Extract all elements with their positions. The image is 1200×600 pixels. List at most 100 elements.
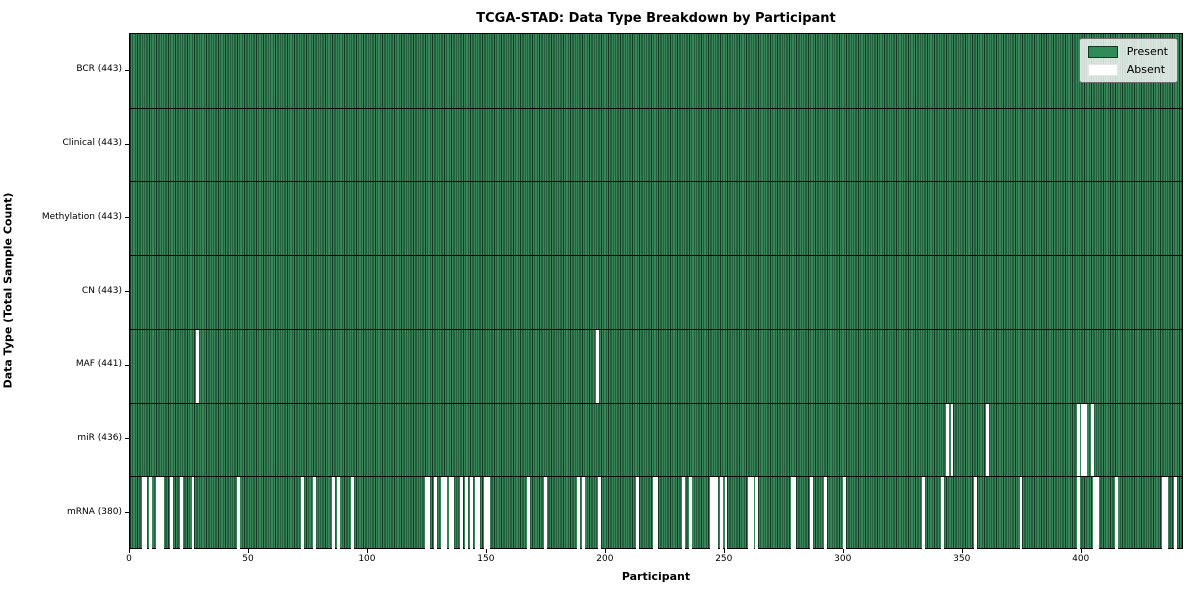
- absent-stripe: [1090, 403, 1094, 477]
- y-tick-label: CN (443): [81, 285, 122, 296]
- absent-stripe: [336, 477, 340, 550]
- absent-stripe: [1081, 403, 1085, 477]
- absent-stripe: [748, 477, 752, 550]
- absent-stripe: [424, 477, 428, 550]
- absent-stripe: [350, 477, 354, 550]
- legend-item-absent: Absent: [1087, 63, 1168, 76]
- y-tick-label: mRNA (380): [67, 506, 122, 517]
- y-tick-mark: [125, 217, 129, 219]
- absent-swatch: [1087, 63, 1118, 76]
- absent-stripe: [688, 477, 692, 550]
- absent-stripe: [443, 477, 447, 550]
- absent-stripe: [945, 403, 949, 477]
- absent-stripe: [636, 477, 640, 550]
- absent-stripe: [465, 477, 469, 550]
- absent-stripe: [655, 477, 659, 550]
- y-tick-mark: [125, 143, 129, 145]
- x-tick-mark: [842, 549, 844, 553]
- x-tick-label: 150: [477, 554, 495, 564]
- y-tick-mark: [125, 438, 129, 440]
- legend-label-present: Present: [1126, 45, 1168, 58]
- absent-stripe: [719, 477, 723, 550]
- absent-stripe: [441, 477, 445, 550]
- y-tick-label: BCR (443): [76, 64, 122, 75]
- absent-stripe: [484, 477, 488, 550]
- absent-stripe: [750, 477, 754, 550]
- legend-item-present: Present: [1087, 45, 1168, 58]
- absent-stripe: [486, 477, 490, 550]
- absent-stripe: [724, 477, 728, 550]
- absent-stripe: [527, 477, 530, 550]
- x-tick-label: 0: [126, 554, 132, 564]
- y-tick-mark: [125, 512, 129, 514]
- absent-stripe: [810, 477, 814, 550]
- absent-stripe: [1174, 477, 1178, 550]
- absent-stripe: [793, 477, 797, 550]
- absent-stripe: [448, 477, 452, 550]
- y-tick-label: miR (436): [77, 432, 122, 443]
- absent-stripe: [1076, 403, 1080, 477]
- row-divider: [130, 402, 1182, 404]
- legend: Present Absent: [1078, 38, 1178, 83]
- absent-stripe: [712, 477, 716, 550]
- absent-stripe: [460, 477, 464, 550]
- x-tick-label: 200: [596, 554, 614, 564]
- absent-stripe: [179, 477, 183, 550]
- absent-stripe: [681, 477, 685, 550]
- absent-stripe: [1164, 477, 1168, 550]
- legend-label-absent: Absent: [1126, 63, 1166, 76]
- x-tick-label: 300: [834, 554, 852, 564]
- x-tick-label: 50: [242, 554, 254, 564]
- x-tick-mark: [723, 549, 725, 553]
- x-tick-mark: [247, 549, 249, 553]
- x-tick-mark: [1080, 549, 1082, 553]
- absent-stripe: [143, 477, 147, 550]
- x-tick-label: 100: [358, 554, 376, 564]
- y-tick-mark: [125, 291, 129, 292]
- absent-stripe: [710, 477, 714, 550]
- absent-stripe: [1019, 477, 1023, 550]
- x-tick-label: 400: [1072, 554, 1090, 564]
- absent-stripe: [543, 477, 547, 550]
- x-tick-mark: [604, 549, 606, 553]
- absent-stripe: [596, 329, 599, 403]
- absent-stripe: [1076, 477, 1080, 550]
- absent-stripe: [191, 477, 195, 550]
- row-divider: [130, 107, 1182, 109]
- x-tick-mark: [129, 549, 130, 553]
- absent-stripe: [474, 477, 478, 550]
- absent-stripe: [434, 477, 438, 550]
- absent-stripe: [170, 477, 174, 550]
- absent-stripe: [141, 477, 145, 550]
- absent-stripe: [155, 477, 159, 550]
- absent-stripe: [331, 477, 335, 550]
- row-divider: [130, 181, 1182, 183]
- absent-stripe: [1162, 477, 1166, 550]
- absent-stripe: [921, 477, 925, 550]
- absent-stripe: [941, 477, 944, 550]
- absent-stripe: [469, 477, 473, 550]
- y-tick-mark: [125, 69, 129, 71]
- absent-stripe: [581, 477, 585, 550]
- absent-stripe: [477, 477, 480, 550]
- absent-stripe: [986, 403, 990, 477]
- absent-stripe: [1095, 477, 1099, 550]
- absent-stripe: [427, 477, 431, 550]
- x-tick-mark: [485, 549, 487, 553]
- x-tick-mark: [961, 549, 963, 553]
- absent-stripe: [950, 403, 954, 477]
- y-tick-label: MAF (441): [75, 359, 122, 370]
- x-axis-label: Participant: [621, 570, 691, 583]
- x-tick-label: 350: [953, 554, 971, 564]
- x-tick-label: 250: [715, 554, 733, 564]
- row-divider: [130, 328, 1182, 330]
- absent-stripe: [450, 477, 454, 550]
- x-tick-mark: [366, 549, 368, 553]
- absent-stripe: [1114, 477, 1118, 550]
- absent-stripe: [301, 477, 304, 550]
- absent-stripe: [653, 477, 657, 550]
- absent-stripe: [791, 477, 795, 550]
- absent-stripe: [974, 477, 978, 550]
- absent-stripe: [196, 329, 200, 403]
